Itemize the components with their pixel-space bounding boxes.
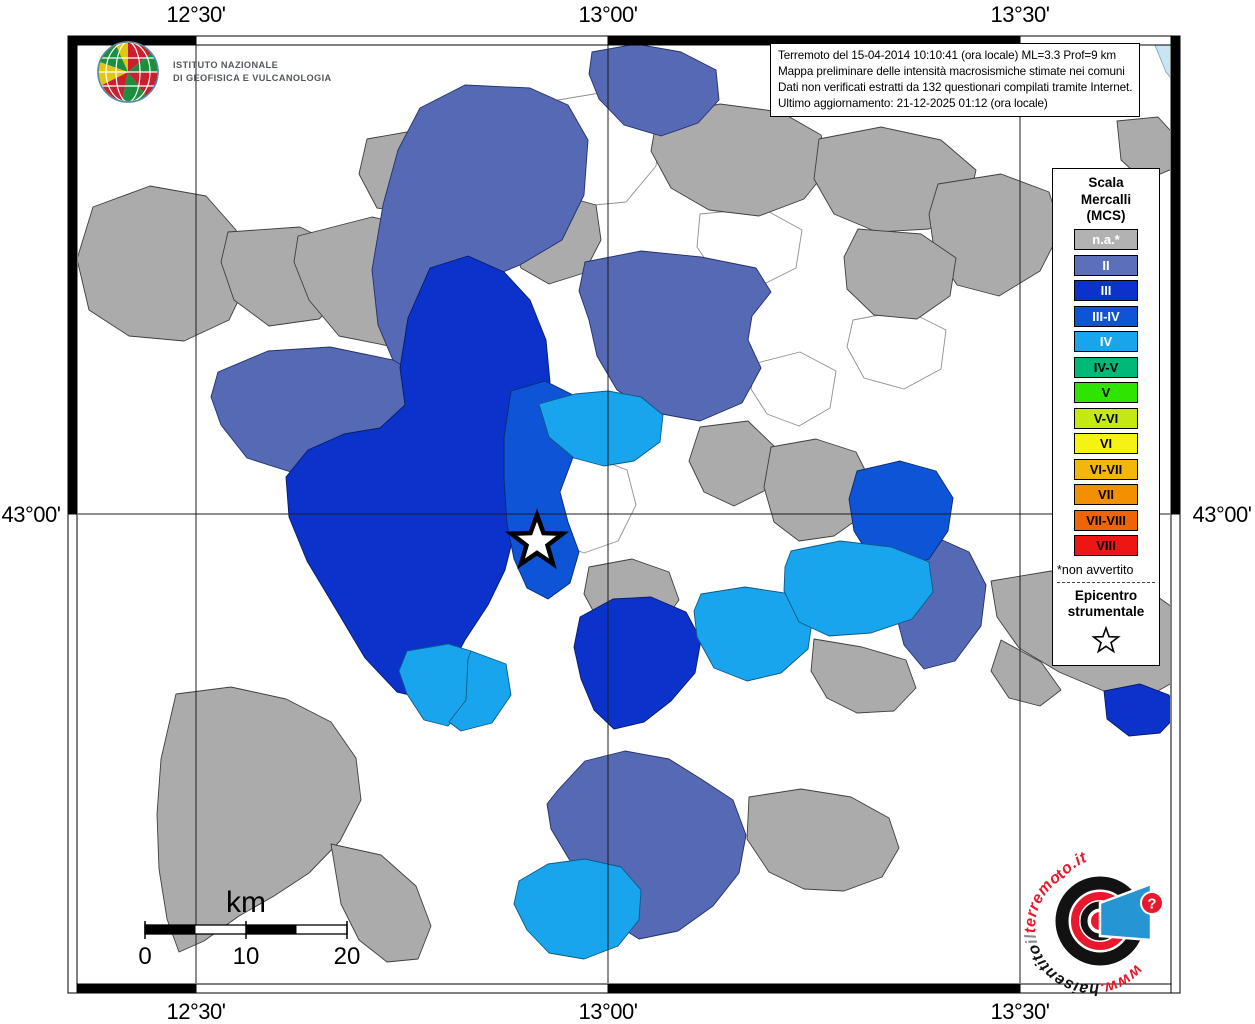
region-na [990,639,1062,707]
legend-title: Scala Mercalli (MCS) [1053,175,1159,225]
epicenter-star [504,508,570,570]
legend-title-line2: Mercalli [1080,191,1132,207]
legend-swatch-III-IV: III-IV [1074,305,1138,327]
legend-swatch-IV: IV [1074,331,1138,352]
lon-label-top-1: 12°30' [166,2,226,27]
legend-swatch-V: V [1074,382,1138,403]
lon-label-top-2: 13°00' [578,2,638,27]
legend-swatch-II: II [1074,254,1138,276]
legend-panel: Scala Mercalli (MCS) n.a.* II III III-IV IV I… [1052,168,1160,666]
legend-swatch-VIII: VIII [1074,535,1138,556]
legend-items: n.a.* II III III-IV IV IV-V V V-VI VI VI-VII VII VI… [1053,229,1159,556]
region-white [846,309,947,390]
lat-label-right: 43°00' [1192,502,1252,527]
region-na [763,438,872,542]
region-white [750,351,837,427]
watermark-question-badge [1140,891,1164,915]
legend-divider [1057,582,1155,583]
region-na [330,843,432,963]
scalebar [144,921,348,939]
map-region-layer [78,45,1170,963]
region-na [1116,116,1170,182]
legend-footnote: *non avvertito [1057,563,1134,577]
lon-label-bottom-1: 12°30' [166,999,226,1024]
legend-title-line1: Scala [1088,175,1124,190]
scalebar-tick-20: 20 [333,943,361,970]
region-na [810,638,917,714]
legend-swatch-IV-V: IV-V [1074,356,1138,378]
legend-epicenter-label: Epicentro strumentale [1053,588,1159,620]
haisentito-watermark: ?www.haisentitoilterremoto.it [1022,849,1164,998]
region-III-IV [848,460,954,570]
scalebar-tick-0: 0 [138,943,152,970]
region-na [843,228,957,320]
region-IV-pale [1154,45,1170,78]
lat-label-left: 43°00' [1,502,61,527]
region-IV [448,650,512,732]
legend-swatch-VI: VI [1074,433,1138,454]
legend-swatch-III: III [1074,280,1138,301]
graticule-layer [78,45,1170,983]
legend-swatch-V-VI: V-VI [1074,407,1138,429]
region-na [650,103,830,217]
region-na [688,420,777,507]
event-info-line4: Ultimo aggiornamento: 21-12-2025 01:12 (… [778,97,1048,110]
ingv-logo-text: ISTITUTO NAZIONALE DI GEOFISICA E VULCAN… [173,59,332,86]
legend-swatch-VII-VIII: VII-VIII [1074,509,1138,531]
region-IV [693,586,814,682]
event-info-box: Terremoto del 15-04-2014 10:10:41 (ora l… [770,43,1141,117]
legend-epicenter-line2: strumentale [1067,604,1145,619]
region-IV [783,540,934,637]
watermark-question-mark: ? [1147,896,1156,913]
region-IV [538,390,664,467]
legend-swatch-VI-VII: VI-VII [1074,458,1138,480]
lon-label-bottom-2: 13°00' [578,999,638,1024]
legend-swatch-n.a.*: n.a.* [1074,229,1138,250]
event-info-line3: Dati non verificati estratti da 132 ques… [778,81,1133,94]
region-II [578,250,772,422]
region-na [156,686,362,953]
legend-epicenter-line1: Epicentro [1074,588,1138,603]
lon-label-top-3: 13°30' [990,2,1050,27]
legend-swatch-VII: VII [1074,484,1138,505]
region-IV [398,643,472,727]
watermark-megaphone-icon [1098,882,1153,942]
region-na [78,185,251,342]
ingv-globe-icon [97,41,159,103]
region-na [746,788,900,892]
region-III [573,596,702,730]
ingv-name-line1: ISTITUTO NAZIONALE [173,59,279,71]
scalebar-unit-label: km [226,886,266,919]
epicenter-star-icon [1091,625,1121,654]
lon-label-bottom-3: 13°30' [990,999,1050,1024]
map-frame [67,35,1181,994]
ingv-name-line2: DI GEOFISICA E VULCANOLOGIA [173,73,332,84]
ingv-logo: ISTITUTO NAZIONALE DI GEOFISICA E VULCAN… [96,40,337,104]
region-IV [513,858,642,960]
scalebar-tick-10: 10 [232,943,260,970]
region-III [1103,683,1170,737]
legend-title-line3: (MCS) [1086,208,1126,223]
event-info-line1: Terremoto del 15-04-2014 10:10:41 (ora l… [778,49,1117,62]
region-II [588,45,720,137]
event-info-line2: Mappa preliminare delle intensità macros… [778,65,1125,78]
